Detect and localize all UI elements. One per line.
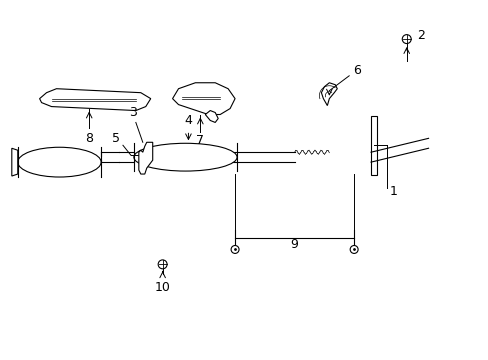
Polygon shape [172,83,235,114]
Polygon shape [12,148,18,176]
Text: 1: 1 [389,185,397,198]
Circle shape [158,260,167,269]
Polygon shape [205,111,218,122]
Polygon shape [321,83,337,105]
Text: 8: 8 [85,132,93,145]
Text: 5: 5 [112,132,120,145]
Circle shape [402,35,410,44]
Circle shape [349,246,357,253]
Text: 3: 3 [129,106,137,119]
Text: 2: 2 [416,29,424,42]
Polygon shape [370,116,376,175]
Text: 6: 6 [352,64,360,77]
Polygon shape [40,89,150,111]
Circle shape [231,246,239,253]
Text: 7: 7 [196,134,204,147]
Ellipse shape [18,147,101,177]
Text: 9: 9 [290,238,298,251]
Ellipse shape [134,143,237,171]
Polygon shape [139,142,152,174]
Text: 10: 10 [154,281,170,294]
Text: 4: 4 [184,114,192,127]
